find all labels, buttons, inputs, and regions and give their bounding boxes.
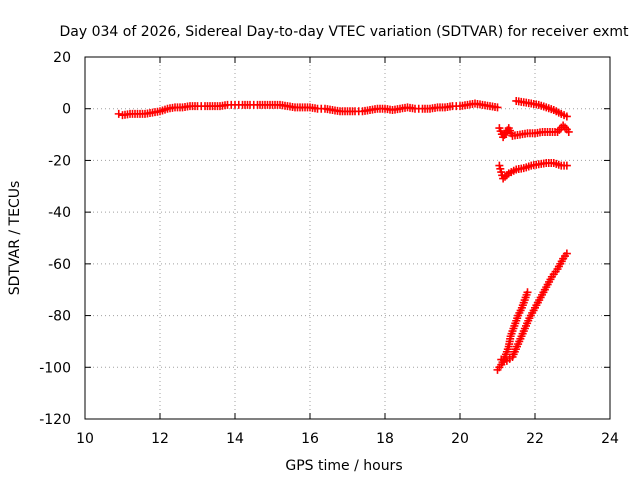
y-tick-label: 0 [62,102,71,118]
y-tick-label: 20 [53,50,71,66]
tick-layer: 10 12 14 16 18 20 22 24 20 0 -20 -40 -60 -80 -100 -120 [39,50,619,447]
x-tick-label: 12 [151,431,169,447]
data-point [562,112,571,121]
series-arc-10 [495,121,573,142]
x-tick-label: 14 [226,431,244,447]
x-tick-label: 20 [451,431,469,447]
series-arc-22 [495,159,571,183]
x-tick-label: 10 [76,431,94,447]
x-tick-label: 16 [301,431,319,447]
y-tick-label: -60 [48,257,71,273]
y-tick-label: -80 [48,309,71,325]
x-tick-label: 18 [376,431,394,447]
grid-layer [85,57,610,419]
data-point [562,161,571,170]
y-tick-label: -40 [48,205,71,221]
y-tick-label: -20 [48,153,71,169]
x-axis-title: GPS time / hours [285,458,402,474]
y-axis-title: SDTVAR / TECUs [7,181,23,296]
data-point [493,103,502,112]
data-point [562,249,571,258]
y-tick-label: -120 [39,412,71,428]
series-ramp-right [497,249,571,365]
x-tick-label: 22 [526,431,544,447]
point-layer [114,96,573,374]
series-main [114,99,502,120]
data-point [564,127,573,136]
chart-title: Day 034 of 2026, Sidereal Day-to-day VTE… [60,24,630,40]
series-arc-upper [512,96,571,121]
data-point [114,109,123,118]
y-tick-label: -100 [39,360,71,376]
plot-frame [84,56,611,420]
x-tick-label: 24 [601,431,619,447]
data-point [523,288,532,297]
